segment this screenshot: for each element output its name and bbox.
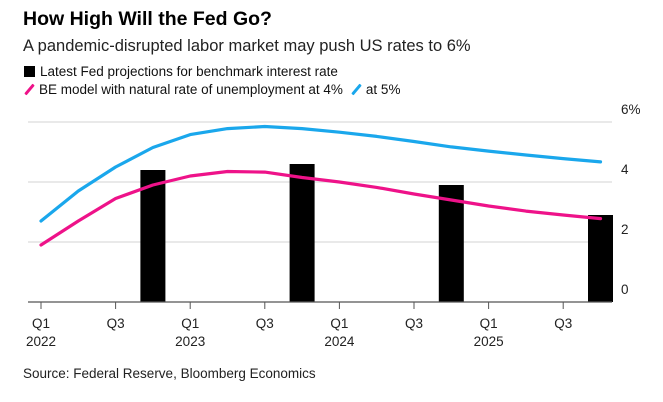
x-tick-year: 2025 [474, 334, 504, 349]
x-tick-quarter: Q1 [181, 316, 199, 331]
chart-title: How High Will the Fed Go? [23, 8, 272, 30]
legend-label-be4: BE model with natural rate of unemployme… [39, 82, 343, 97]
bar-fed-projection [438, 185, 464, 302]
source-note: Source: Federal Reserve, Bloomberg Econo… [23, 366, 316, 381]
legend-label-be5: at 5% [365, 82, 401, 97]
x-tick-quarter: Q3 [107, 316, 125, 331]
y-tick-label: 6% [621, 102, 641, 117]
legend-swatch-fed [24, 66, 35, 77]
x-tick-quarter: Q1 [330, 316, 348, 331]
legend-item-fed: Latest Fed projections for benchmark int… [24, 64, 338, 79]
bar-fed-projection [140, 170, 166, 302]
y-tick-label: 0 [621, 282, 629, 297]
x-tick-quarter: Q3 [405, 316, 423, 331]
x-tick-quarter: Q3 [554, 316, 572, 331]
y-tick-label: 2 [621, 222, 629, 237]
line-be-4pct [39, 169, 603, 247]
legend-item-be: BE model with natural rate of unemployme… [24, 82, 400, 97]
line-be-5pct [39, 124, 603, 223]
legend-label-fed: Latest Fed projections for benchmark int… [40, 64, 338, 79]
bar-fed-projection [289, 164, 315, 302]
chart-subtitle: A pandemic-disrupted labor market may pu… [23, 37, 471, 55]
x-tick-year: 2022 [26, 334, 56, 349]
x-tick-quarter: Q3 [256, 316, 274, 331]
bar-fed-projection [588, 215, 613, 302]
x-tick-quarter: Q1 [32, 316, 50, 331]
x-tick-year: 2024 [324, 334, 355, 349]
x-tick-year: 2023 [175, 334, 205, 349]
y-tick-label: 4 [621, 162, 629, 177]
x-tick-quarter: Q1 [480, 316, 498, 331]
